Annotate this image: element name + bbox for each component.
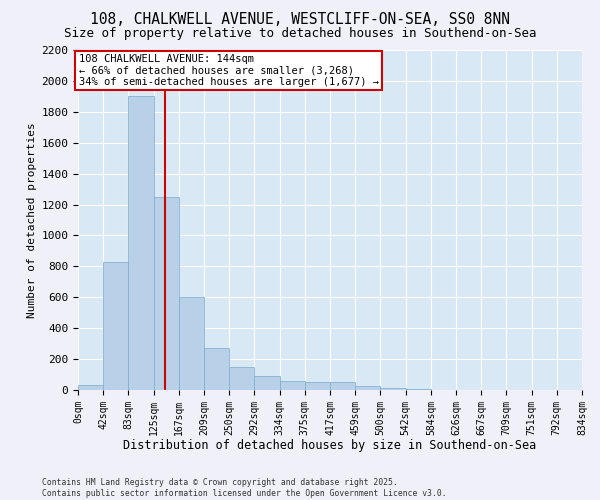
Text: 108, CHALKWELL AVENUE, WESTCLIFF-ON-SEA, SS0 8NN: 108, CHALKWELL AVENUE, WESTCLIFF-ON-SEA,… bbox=[90, 12, 510, 28]
Bar bbox=[280, 380, 305, 390]
Bar bbox=[78, 386, 103, 390]
Text: 108 CHALKWELL AVENUE: 144sqm
← 66% of detached houses are smaller (3,268)
34% of: 108 CHALKWELL AVENUE: 144sqm ← 66% of de… bbox=[79, 54, 379, 87]
Bar bbox=[205, 348, 229, 390]
Text: Size of property relative to detached houses in Southend-on-Sea: Size of property relative to detached ho… bbox=[64, 28, 536, 40]
Bar bbox=[305, 382, 330, 390]
Bar bbox=[128, 96, 154, 390]
Bar bbox=[355, 386, 380, 390]
Bar bbox=[103, 262, 128, 390]
Y-axis label: Number of detached properties: Number of detached properties bbox=[27, 122, 37, 318]
X-axis label: Distribution of detached houses by size in Southend-on-Sea: Distribution of detached houses by size … bbox=[124, 439, 536, 452]
Bar bbox=[154, 197, 179, 390]
Bar bbox=[229, 367, 254, 390]
Bar bbox=[380, 388, 406, 390]
Bar bbox=[330, 382, 355, 390]
Text: Contains HM Land Registry data © Crown copyright and database right 2025.
Contai: Contains HM Land Registry data © Crown c… bbox=[42, 478, 446, 498]
Bar bbox=[406, 389, 431, 390]
Bar bbox=[179, 298, 205, 390]
Bar bbox=[254, 376, 280, 390]
